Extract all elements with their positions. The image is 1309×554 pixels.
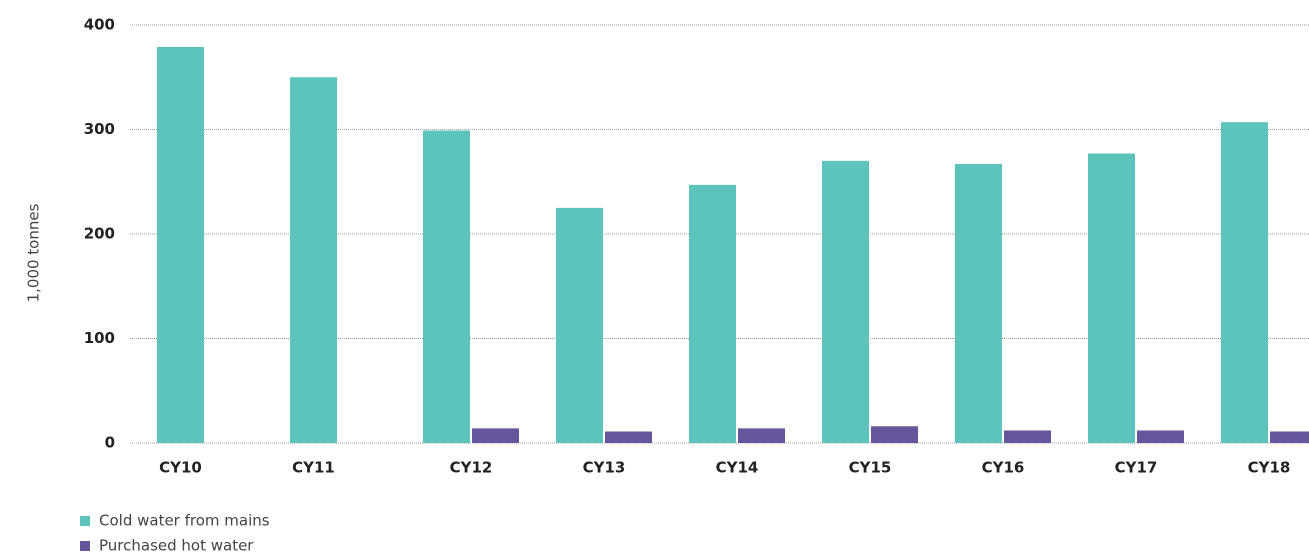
bar — [423, 130, 470, 444]
bar — [871, 426, 918, 443]
y-tick-label: 100 — [84, 329, 115, 347]
legend-swatch — [80, 516, 90, 526]
bar — [955, 163, 1002, 444]
bar — [738, 428, 785, 443]
bar — [472, 428, 519, 443]
bar — [605, 431, 652, 443]
bar — [290, 77, 337, 443]
x-tick-label: CY14 — [716, 459, 759, 477]
bar — [1004, 430, 1051, 443]
y-tick-label: 0 — [105, 434, 115, 452]
x-tick-label: CY11 — [292, 459, 335, 477]
x-tick-label: CY15 — [849, 459, 892, 477]
x-tick-label: CY12 — [450, 459, 493, 477]
legend-label: Cold water from mains — [99, 512, 270, 530]
legend-swatch — [80, 541, 90, 551]
y-axis-label: 1,000 tonnes — [25, 203, 43, 302]
y-tick-label: 200 — [84, 225, 115, 243]
bar — [1088, 153, 1135, 443]
x-tick-label: CY17 — [1115, 459, 1158, 477]
bar — [822, 160, 869, 443]
x-tick-label: CY16 — [982, 459, 1025, 477]
bar — [1137, 430, 1184, 443]
x-tick-label: CY10 — [159, 459, 202, 477]
bar — [1270, 431, 1309, 443]
y-tick-label: 300 — [84, 120, 115, 138]
bar — [1221, 122, 1268, 443]
legend-label: Purchased hot water — [99, 537, 254, 554]
bar — [556, 207, 603, 443]
bar — [689, 184, 736, 443]
bar — [157, 46, 204, 443]
x-tick-label: CY18 — [1248, 459, 1291, 477]
y-tick-label: 400 — [84, 16, 115, 34]
x-tick-label: CY13 — [583, 459, 626, 477]
